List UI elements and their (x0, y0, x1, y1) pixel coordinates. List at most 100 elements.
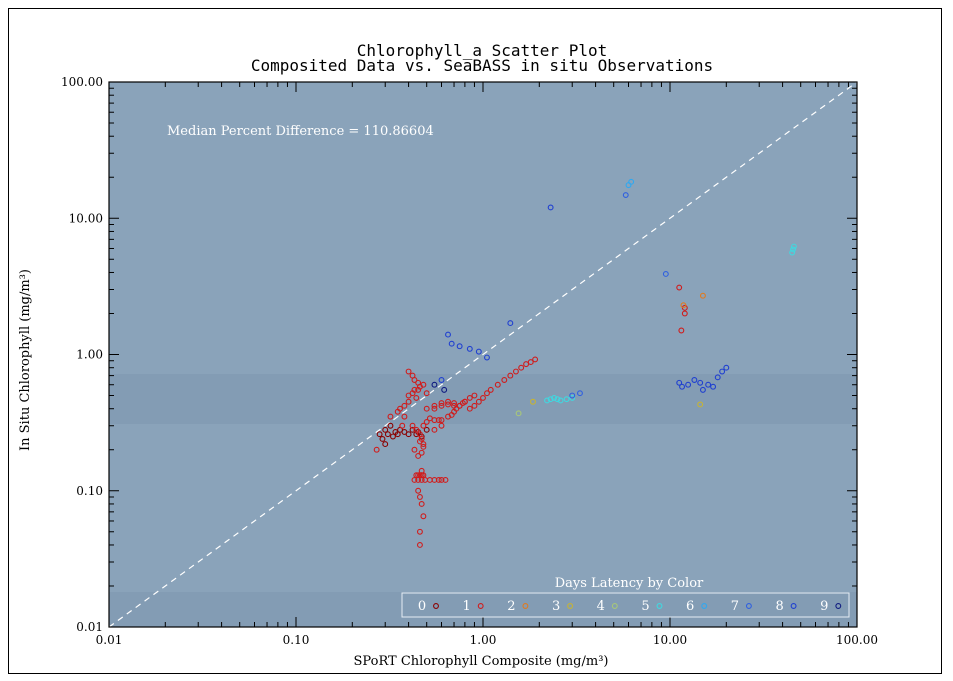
data-point-latency-1 (416, 528, 423, 535)
data-point-latency-1 (411, 446, 418, 453)
data-point-latency-0 (390, 433, 396, 440)
data-point-latency-1 (420, 513, 427, 520)
data-point-latency-0 (409, 426, 416, 433)
data-point-latency-1 (401, 402, 408, 409)
data-point-latency-7 (662, 271, 669, 277)
data-point-latency-0 (382, 441, 389, 448)
data-point-latency-8 (710, 383, 717, 390)
data-point-latency-0 (376, 431, 383, 438)
median-percent-difference-annotation: Median Percent Difference = 110.86604 (167, 124, 434, 139)
data-point-latency-8 (685, 381, 692, 388)
legend-label-8: 8 (775, 599, 783, 614)
data-point-latency-1 (431, 426, 438, 433)
legend-label-7: 7 (731, 599, 739, 614)
data-point-latency-2 (680, 302, 687, 309)
data-point-latency-5 (789, 249, 796, 256)
data-point-latency-4 (515, 410, 522, 417)
data-point-latency-3 (530, 398, 536, 405)
legend-marker-0 (433, 603, 439, 609)
data-point-latency-1 (399, 422, 406, 429)
data-point-latency-1 (415, 379, 422, 386)
data-point-latency-2 (699, 292, 706, 299)
data-point-latency-1 (501, 377, 508, 383)
data-point-latency-1 (523, 361, 530, 368)
data-point-latency-6 (628, 178, 635, 185)
data-point-latency-1 (451, 400, 457, 407)
data-point-latency-1 (438, 400, 445, 407)
data-point-latency-1 (420, 422, 427, 429)
data-point-latency-8 (719, 368, 726, 375)
x-axis-label: SPoRT Chlorophyll Composite (mg/m³) (354, 654, 609, 669)
legend-marker-1 (477, 603, 484, 609)
data-point-latency-1 (471, 402, 478, 409)
data-point-latency-1 (418, 501, 425, 507)
data-point-latency-1 (475, 398, 482, 405)
data-point-latency-1 (415, 477, 422, 483)
data-point-latency-8 (714, 374, 721, 381)
data-point-latency-0 (387, 422, 394, 429)
legend-marker-6 (701, 603, 708, 609)
data-point-latency-0 (382, 426, 389, 433)
data-point-latency-7 (577, 390, 583, 397)
data-point-latency-1 (471, 392, 478, 399)
chart-title: Chlorophyll_a Scatter Plot (357, 41, 607, 60)
data-point-latency-1 (678, 327, 685, 334)
data-point-latency-1 (420, 381, 427, 388)
legend-marker-7 (745, 603, 752, 609)
data-point-latency-1 (397, 405, 403, 412)
data-point-latency-5 (790, 246, 796, 253)
legend-marker-2 (522, 603, 529, 609)
y-tick-label: 10.00 (69, 211, 103, 225)
data-point-latency-9 (441, 386, 448, 393)
y-tick-label: 0.01 (76, 620, 103, 634)
legend-box (401, 592, 850, 618)
legend-label-2: 2 (507, 599, 515, 614)
data-point-latency-1 (413, 472, 420, 479)
data-point-latency-8 (466, 345, 473, 352)
data-point-latency-1 (401, 413, 408, 420)
data-point-latency-9 (431, 381, 438, 388)
data-point-latency-1 (487, 386, 494, 393)
data-point-latency-1 (373, 446, 380, 453)
data-point-latency-1 (415, 453, 422, 459)
data-point-latency-1 (423, 405, 430, 412)
legend-marker-3 (567, 603, 574, 609)
data-point-latency-0 (405, 431, 412, 438)
data-point-latency-8 (723, 364, 730, 371)
data-point-latency-5 (557, 397, 564, 404)
data-point-latency-8 (705, 381, 712, 388)
data-point-latency-1 (405, 398, 412, 405)
data-point-latency-1 (431, 405, 438, 412)
data-point-latency-1 (480, 394, 486, 401)
data-point-latency-1 (461, 398, 468, 405)
data-point-latency-8 (475, 348, 482, 355)
legend-label-4: 4 (597, 599, 605, 614)
legend-marker-9 (835, 603, 842, 609)
data-point-latency-1 (438, 417, 445, 424)
data-point-latency-3 (697, 401, 704, 408)
data-point-latency-1 (411, 386, 418, 393)
data-point-latency-5 (551, 394, 558, 401)
data-point-latency-8 (547, 204, 554, 211)
data-point-latency-1 (416, 542, 423, 548)
data-point-latency-1 (518, 364, 525, 371)
data-point-latency-1 (445, 401, 451, 408)
plot-band (109, 374, 857, 424)
data-point-latency-5 (563, 396, 570, 403)
data-point-latency-8 (438, 377, 445, 383)
data-point-latency-1 (415, 487, 422, 494)
data-point-latency-1 (466, 394, 473, 401)
data-point-latency-0 (423, 426, 430, 433)
legend-title: Days Latency by Color (555, 576, 704, 591)
scatter-plot: Chlorophyll_a Scatter Plot Composited Da… (18, 41, 878, 669)
legend-marker-5 (656, 603, 663, 609)
data-point-latency-1 (418, 472, 425, 479)
data-point-latency-1 (418, 449, 425, 456)
legend-label-5: 5 (641, 599, 649, 614)
data-point-latency-5 (554, 396, 561, 403)
data-point-latency-1 (413, 426, 420, 433)
data-point-latency-5 (790, 243, 797, 250)
y-axis-label: In Situ Chlorophyll (mg/m³) (18, 269, 33, 451)
y-tick-label: 100.00 (61, 75, 103, 89)
data-point-latency-5 (547, 396, 554, 403)
